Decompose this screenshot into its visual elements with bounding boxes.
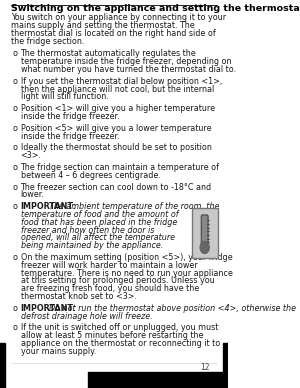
Bar [223,343,228,388]
Text: On the maximum setting (position <5>), your fridge: On the maximum setting (position <5>), y… [20,253,232,262]
Text: thermostat dial is located on the right hand side of: thermostat dial is located on the right … [11,29,215,38]
Text: o: o [13,163,18,172]
Text: freezer and how often the door is: freezer and how often the door is [20,225,154,235]
FancyBboxPatch shape [201,215,208,250]
Text: You switch on your appliance by connecting it to your: You switch on your appliance by connecti… [11,13,226,22]
Bar [192,208,218,258]
Text: IMPORTANT:: IMPORTANT: [20,304,76,313]
Text: mains supply and setting the thermostat. The: mains supply and setting the thermostat.… [11,21,194,30]
Text: o: o [13,124,18,133]
Text: The fridge section can maintain a temperature of: The fridge section can maintain a temper… [20,163,220,172]
Text: The freezer section can cool down to -18°C and: The freezer section can cool down to -18… [20,183,212,192]
Text: o: o [13,77,18,86]
Text: IMPORTANT:: IMPORTANT: [20,202,76,211]
Text: o: o [13,144,18,152]
Text: then the appliance will not cool, but the internal: then the appliance will not cool, but th… [20,85,214,94]
Text: o: o [13,324,18,333]
Text: thermostat knob set to <3>.: thermostat knob set to <3>. [20,292,136,301]
Text: Position <5> will give you a lower temperature: Position <5> will give you a lower tempe… [20,124,211,133]
Text: light will still function.: light will still function. [20,92,108,101]
Text: temperature of food and the amount of: temperature of food and the amount of [20,210,178,219]
Text: If the unit is switched off or unplugged, you must: If the unit is switched off or unplugged… [20,324,218,333]
Text: being maintained by the appliance.: being maintained by the appliance. [20,241,163,250]
Text: <3>.: <3>. [20,151,41,160]
Text: Position <1> will give you a higher temperature: Position <1> will give you a higher temp… [20,104,215,113]
Text: the fridge section.: the fridge section. [11,37,84,46]
Text: Ideally the thermostat should be set to position: Ideally the thermostat should be set to … [20,144,212,152]
Text: your mains supply.: your mains supply. [20,347,96,356]
Text: allow at least 5 minutes before restarting the: allow at least 5 minutes before restarti… [20,331,203,340]
Text: food that has been placed in the fridge: food that has been placed in the fridge [20,218,177,227]
Text: o: o [13,183,18,192]
Circle shape [200,241,209,253]
Text: what number you have turned the thermostat dial to.: what number you have turned the thermost… [20,65,236,74]
Text: lower.: lower. [20,191,44,199]
Text: defrost drainage hole will freeze.: defrost drainage hole will freeze. [20,312,152,320]
Bar [88,372,228,388]
Text: appliance on the thermostat or reconnecting it to: appliance on the thermostat or reconnect… [20,339,220,348]
Text: at this setting for prolonged periods. Unless you: at this setting for prolonged periods. U… [20,276,214,286]
Bar [0,343,5,388]
Text: 12: 12 [200,364,210,372]
Text: freezer will work harder to maintain a lower: freezer will work harder to maintain a l… [20,261,197,270]
Text: temperature. There is no need to run your appliance: temperature. There is no need to run you… [20,268,233,277]
Text: temperature inside the fridge freezer, depending on: temperature inside the fridge freezer, d… [20,57,231,66]
Text: Do not run the thermostat above position <4>, otherwise the: Do not run the thermostat above position… [49,304,296,313]
Text: between 4 – 6 degrees centigrade.: between 4 – 6 degrees centigrade. [20,171,160,180]
Text: are freezing fresh food, you should have the: are freezing fresh food, you should have… [20,284,199,293]
Text: o: o [13,104,18,113]
Text: The ambient temperature of the room, the: The ambient temperature of the room, the [49,202,219,211]
Text: inside the fridge freezer.: inside the fridge freezer. [20,112,119,121]
Text: o: o [13,304,18,313]
Text: Switching on the appliance and setting the thermostat: Switching on the appliance and setting t… [11,4,300,13]
Text: o: o [13,49,18,59]
Text: inside the fridge freezer.: inside the fridge freezer. [20,132,119,140]
Text: opened, will all affect the temperature: opened, will all affect the temperature [20,234,175,242]
Text: o: o [13,202,18,211]
Text: The thermostat automatically regulates the: The thermostat automatically regulates t… [20,49,196,59]
Text: If you set the thermostat dial below position <1>,: If you set the thermostat dial below pos… [20,77,222,86]
Text: o: o [13,253,18,262]
